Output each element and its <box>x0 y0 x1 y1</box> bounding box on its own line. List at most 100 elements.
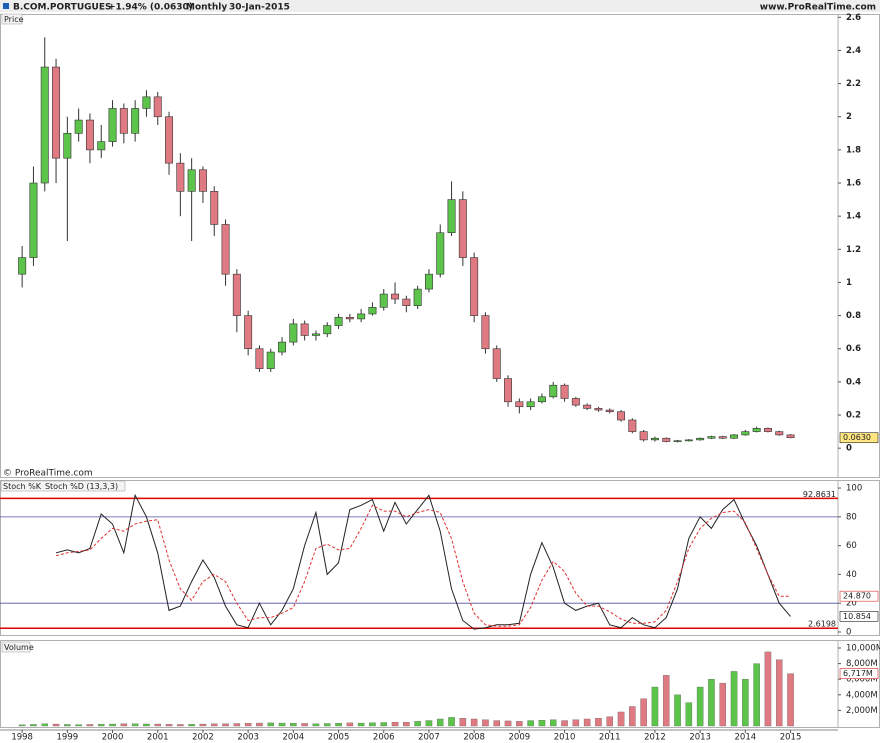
volume-bar <box>775 659 783 727</box>
y-tick-label: 8,000M <box>846 659 878 669</box>
volume-bar <box>346 722 354 727</box>
candle-body <box>323 325 332 335</box>
legend-label: Stoch %D (13,3,3) <box>45 482 118 491</box>
candle-body <box>707 436 716 439</box>
volume-bar <box>97 724 105 727</box>
volume-bar <box>538 720 546 727</box>
candle-body <box>97 141 106 151</box>
volume-bar <box>131 723 139 727</box>
site: www.ProRealTime.com <box>760 3 876 13</box>
x-tick-label: 2002 <box>192 733 214 743</box>
volume-bar <box>52 723 60 727</box>
x-tick-label: 2013 <box>689 733 711 743</box>
y-tick-label: 0.2 <box>846 411 861 421</box>
x-tick-label: 2007 <box>418 733 440 743</box>
y-tick-label: 1.2 <box>846 245 861 255</box>
x-tick-label: 2014 <box>735 733 757 743</box>
y-tick-label: 1.4 <box>846 212 861 222</box>
volume-bar <box>662 675 670 727</box>
y-tick-label: 80 <box>846 512 857 522</box>
header-bar <box>0 0 880 12</box>
volume-bar <box>64 724 71 727</box>
candle-body <box>492 348 501 379</box>
y-tick-label: 2.6 <box>846 13 861 23</box>
candle-body <box>639 431 648 441</box>
reference-label: 2.6198 <box>808 620 836 629</box>
candle-body <box>391 293 400 300</box>
candle-body <box>266 351 275 369</box>
y-tick-label: 1.6 <box>846 179 861 189</box>
candle-body <box>119 108 128 134</box>
legend-box <box>0 480 126 492</box>
x-tick-label: 2006 <box>373 733 395 743</box>
y-tick-label: 10,000M <box>846 644 880 654</box>
candle-body <box>210 191 219 225</box>
volume-bar <box>18 724 26 727</box>
candle-body <box>526 401 535 408</box>
candle-body <box>684 439 693 442</box>
volume-bar <box>696 686 704 727</box>
candle-body <box>718 436 727 439</box>
candle-body <box>549 384 558 398</box>
volume-bar <box>30 724 37 727</box>
x-tick-label: 2000 <box>102 733 124 743</box>
volume-bar <box>549 719 557 727</box>
volume-bar <box>369 722 376 727</box>
candle-body <box>232 273 241 316</box>
volume-bar <box>425 720 433 727</box>
y-tick-label: 0.8 <box>846 311 861 321</box>
value-badge-label: 10.854 <box>843 612 871 621</box>
volume-bar <box>708 679 715 727</box>
volume-bar <box>482 719 489 727</box>
y-tick-label: 0 <box>846 444 852 454</box>
candle-body <box>696 437 705 441</box>
y-tick-label: 2.2 <box>846 79 861 89</box>
candle-body <box>786 434 795 439</box>
volume-bar <box>685 702 693 727</box>
panel-label-box <box>1 641 31 653</box>
reference-label: 92.8631 <box>803 490 836 499</box>
panel-label-box <box>1 13 23 25</box>
candle-body <box>560 384 569 399</box>
volume-bar <box>256 722 263 727</box>
candle-body <box>108 108 117 142</box>
volume-bar <box>323 723 331 727</box>
volume-bar <box>617 711 625 727</box>
y-tick-label: 20 <box>846 599 857 609</box>
volume-bar <box>143 723 150 727</box>
volume-bar <box>753 663 760 727</box>
header-icon <box>3 3 9 9</box>
candle-body <box>752 427 761 432</box>
candle-body <box>142 96 151 109</box>
volume-bar <box>516 721 523 727</box>
volume-bar <box>335 723 342 727</box>
candle-body <box>278 341 287 353</box>
volume-bar <box>640 698 647 727</box>
volume-bar <box>493 720 501 727</box>
volume-bar <box>380 722 388 727</box>
y-tick-label: 40 <box>846 570 857 580</box>
y-tick-label: 1 <box>846 278 852 288</box>
candle-body <box>617 411 626 421</box>
candle-body <box>153 96 162 118</box>
x-tick-label: 2005 <box>328 733 350 743</box>
x-tick-label: 2009 <box>509 733 531 743</box>
y-tick-label: 0.6 <box>846 344 861 354</box>
candle-body <box>289 323 298 343</box>
volume-bar <box>199 723 207 727</box>
volume-bar <box>651 686 659 727</box>
volume-bar <box>595 718 602 727</box>
candle-body <box>515 401 524 408</box>
value-badge-label: 6,717M <box>843 669 873 678</box>
y-tick-label: 2 <box>846 112 852 122</box>
volume-bar <box>742 679 749 727</box>
value-badge <box>839 611 879 622</box>
candle-body <box>18 257 27 275</box>
volume-bar <box>391 721 399 727</box>
candle-body <box>187 169 196 192</box>
period: Monthly <box>186 3 227 13</box>
candle-body <box>52 66 61 159</box>
candle-body <box>730 434 739 439</box>
volume-bar <box>210 723 218 727</box>
candle-body <box>379 293 388 308</box>
